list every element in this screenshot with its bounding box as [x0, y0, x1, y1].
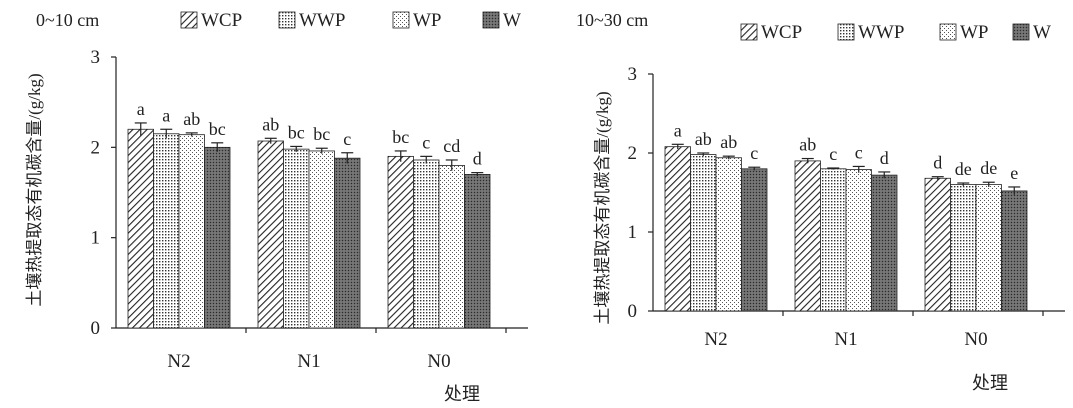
bar-n2-wwp — [690, 154, 717, 312]
bar-n1-w — [334, 157, 361, 329]
bar-n1-w — [871, 174, 898, 312]
y-tick-label: 3 — [628, 64, 638, 85]
bar-n1-wcp — [794, 160, 821, 312]
legend-label-wwp: WWP — [299, 10, 345, 31]
significance-letter: c — [855, 142, 863, 162]
significance-letter: ab — [183, 109, 200, 129]
legend-label-wp: WP — [960, 22, 989, 43]
significance-letter: d — [880, 148, 889, 168]
significance-letter: cd — [443, 136, 460, 156]
significance-letter: d — [933, 153, 942, 173]
legend-swatch-wcp — [740, 23, 758, 41]
legend-swatch-wcp — [180, 11, 198, 29]
legend-swatch-wp — [939, 23, 957, 41]
bar-n0-wcp — [387, 155, 414, 329]
legend-label-wcp: WCP — [761, 22, 802, 43]
legend-label-wp: WP — [413, 10, 442, 31]
y-tick-label: 1 — [628, 222, 638, 243]
y-tick-label: 2 — [628, 143, 638, 164]
significance-letter: bc — [288, 122, 305, 142]
legend-label-w: W — [1033, 22, 1051, 43]
significance-letter: c — [829, 144, 837, 164]
y-tick-label: 2 — [91, 137, 101, 158]
x-category-label-n2: N2 — [167, 351, 190, 372]
significance-letter: a — [674, 120, 682, 140]
bar-n0-wwp — [413, 159, 440, 329]
x-category-label-n0: N0 — [964, 329, 987, 350]
bar-n0-wcp — [924, 177, 951, 312]
x-category-label-n2: N2 — [704, 329, 727, 350]
significance-letter: ab — [720, 132, 737, 152]
chart-title: 10~30 cm — [576, 10, 648, 30]
bar-n0-wp — [438, 164, 465, 329]
significance-letter: c — [422, 132, 430, 152]
y-tick-label: 1 — [91, 228, 101, 249]
bar-n2-w — [204, 146, 231, 329]
bar-n1-wp — [845, 169, 872, 312]
legend-swatch-w — [482, 11, 500, 29]
bar-n1-wcp — [257, 140, 284, 329]
legend-swatch-wwp — [837, 23, 855, 41]
significance-letter: bc — [209, 119, 226, 139]
chart-title: 0~10 cm — [36, 10, 99, 30]
legend-label-wwp: WWP — [858, 22, 904, 43]
bar-n2-wp — [178, 134, 205, 329]
y-tick-label: 0 — [628, 301, 638, 322]
significance-letter: e — [1010, 163, 1018, 183]
x-category-label-n1: N1 — [297, 351, 320, 372]
bar-n2-w — [741, 168, 768, 312]
significance-letter: d — [473, 149, 482, 169]
significance-letter: de — [980, 158, 997, 178]
bar-n2-wcp — [664, 146, 691, 312]
significance-letter: bc — [392, 127, 409, 147]
bar-n0-wp — [975, 184, 1002, 312]
significance-letter: c — [750, 143, 758, 163]
x-axis-label: 处理 — [444, 384, 480, 404]
bar-n1-wwp — [283, 148, 310, 329]
x-axis-label: 处理 — [972, 373, 1008, 393]
bar-n0-wwp — [950, 184, 977, 312]
significance-letter: ab — [695, 129, 712, 149]
significance-letter: de — [955, 159, 972, 179]
y-tick-label: 3 — [91, 47, 101, 68]
significance-letter: a — [162, 105, 170, 125]
y-tick-label: 0 — [91, 318, 101, 339]
bar-n2-wwp — [153, 133, 180, 329]
significance-letter: bc — [313, 124, 330, 144]
x-category-label-n0: N0 — [427, 351, 450, 372]
bar-n1-wp — [308, 150, 335, 329]
bar-n2-wcp — [127, 128, 154, 329]
y-axis-label: 土壤热提取态有机碳含量/(g/kg) — [592, 91, 612, 324]
legend-swatch-wp — [392, 11, 410, 29]
x-category-label-n1: N1 — [834, 329, 857, 350]
significance-letter: ab — [262, 114, 279, 134]
significance-letter: c — [343, 129, 351, 149]
bar-n1-wwp — [820, 168, 847, 312]
bar-n0-w — [464, 174, 491, 329]
significance-letter: ab — [799, 135, 816, 155]
legend-label-w: W — [503, 10, 521, 31]
y-axis-label: 土壤热提取态有机碳含量/(g/kg) — [24, 73, 44, 306]
legend-swatch-w — [1012, 23, 1030, 41]
legend-swatch-wwp — [278, 11, 296, 29]
significance-letter: a — [137, 99, 145, 119]
bar-n0-w — [1001, 190, 1028, 312]
legend-label-wcp: WCP — [201, 10, 242, 31]
bar-n2-wp — [715, 157, 742, 312]
